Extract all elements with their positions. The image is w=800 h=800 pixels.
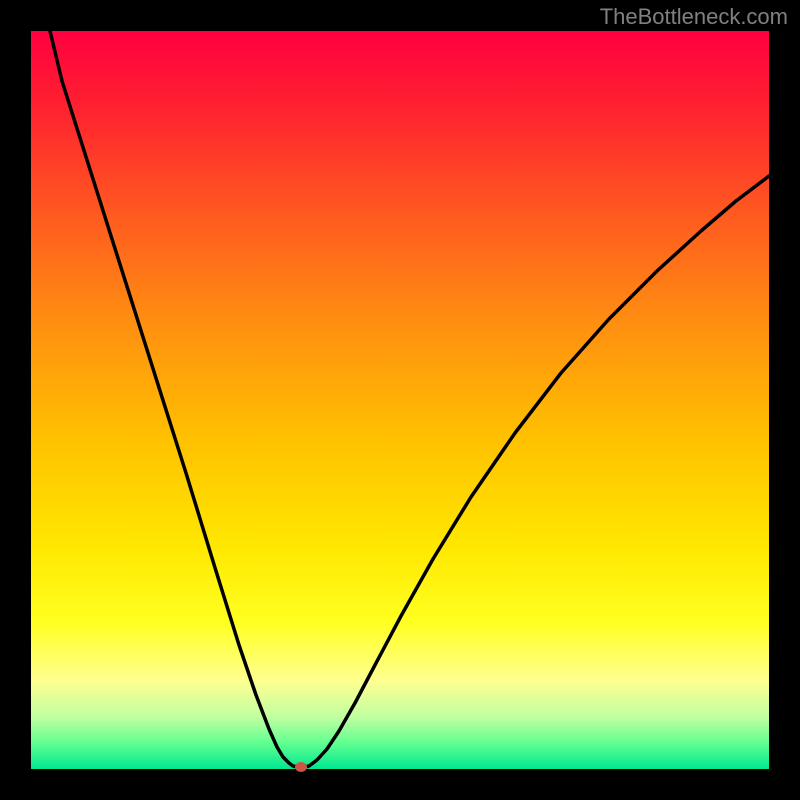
watermark-label: TheBottleneck.com (600, 4, 788, 30)
bottleneck-chart (0, 0, 800, 800)
plot-background (31, 31, 769, 769)
chart-container: TheBottleneck.com (0, 0, 800, 800)
optimal-point-marker (295, 762, 307, 772)
